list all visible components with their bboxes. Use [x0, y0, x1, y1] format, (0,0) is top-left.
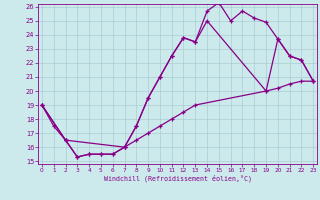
- X-axis label: Windchill (Refroidissement éolien,°C): Windchill (Refroidissement éolien,°C): [104, 175, 252, 182]
